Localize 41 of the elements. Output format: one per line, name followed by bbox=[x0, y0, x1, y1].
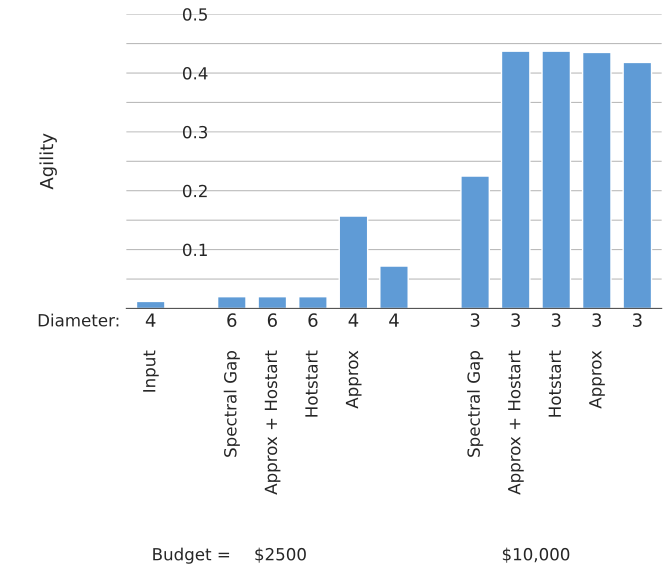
text: 3 bbox=[552, 313, 561, 327]
text: 4 bbox=[348, 314, 358, 327]
text: 3 bbox=[632, 313, 642, 327]
y-tick-label: 0.4 bbox=[183, 66, 208, 80]
x-tick-label: Input bbox=[143, 350, 159, 392]
text: 6 bbox=[308, 313, 318, 327]
bar bbox=[460, 175, 490, 308]
x-tick-label: Approx + Hostart bbox=[264, 350, 280, 495]
text: 3 bbox=[470, 313, 480, 327]
y-axis-title: Agility bbox=[39, 134, 57, 190]
bar bbox=[379, 265, 409, 308]
text: 3 bbox=[511, 313, 520, 327]
text: Budget = bbox=[153, 548, 230, 564]
text: 4 bbox=[389, 314, 399, 327]
text: $10,000 bbox=[502, 548, 570, 563]
x-tick-label: Approx bbox=[346, 350, 362, 409]
bar bbox=[582, 52, 612, 308]
text: 3 bbox=[592, 313, 602, 327]
bar bbox=[338, 215, 368, 308]
text: Diameter: bbox=[38, 314, 118, 327]
text: 6 bbox=[268, 313, 277, 327]
bar bbox=[136, 300, 166, 308]
bar bbox=[500, 50, 531, 308]
text: 4 bbox=[146, 314, 156, 327]
x-tick-label: Hotstart bbox=[548, 350, 562, 417]
x-tick-label: Spectral Gap bbox=[467, 351, 484, 457]
y-tick-label: 0.2 bbox=[183, 184, 207, 198]
text: $2500 bbox=[255, 548, 306, 563]
x-tick-label: Spectral Gap bbox=[224, 351, 240, 457]
x-tick-label: Hotstart bbox=[305, 350, 318, 417]
x-tick-label: Approx bbox=[589, 350, 605, 409]
bar bbox=[257, 296, 288, 308]
bar bbox=[541, 50, 572, 308]
x-tick-label: Approx + Hostart bbox=[508, 350, 524, 495]
y-tick-label: 0.3 bbox=[183, 126, 208, 138]
bar bbox=[216, 296, 247, 308]
bar bbox=[622, 62, 652, 308]
y-tick-label: 0.5 bbox=[183, 8, 207, 21]
bar bbox=[298, 296, 328, 308]
y-tick-label: 0.1 bbox=[183, 244, 207, 256]
text: 6 bbox=[227, 313, 236, 327]
